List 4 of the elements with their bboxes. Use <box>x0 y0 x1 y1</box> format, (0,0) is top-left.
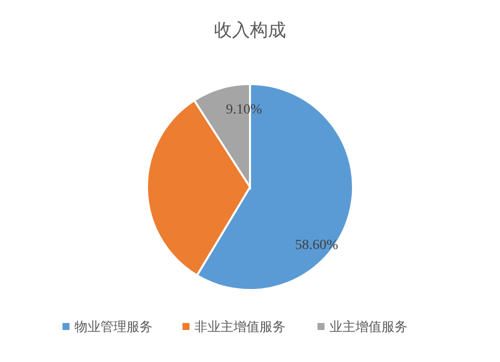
legend-label: 非业主增值服务 <box>194 319 286 335</box>
chart-title: 收入构成 <box>214 20 286 41</box>
legend-label: 物业管理服务 <box>74 320 152 335</box>
legend-label: 业主增值服务 <box>330 319 408 335</box>
